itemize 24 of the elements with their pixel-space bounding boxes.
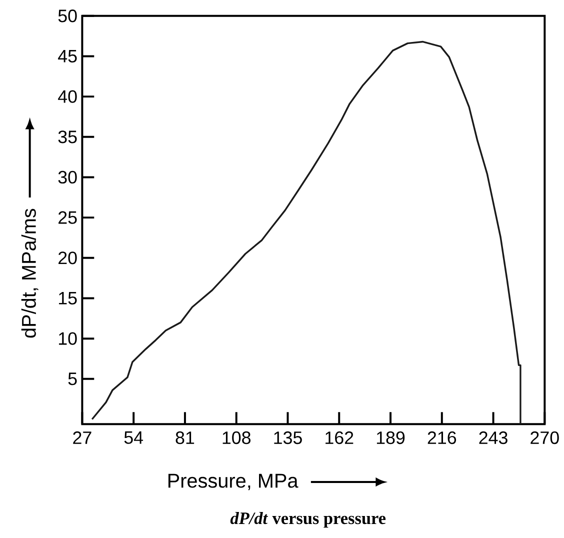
y-tick-label: 30 [58, 171, 77, 184]
y-tick-label: 5 [68, 372, 77, 386]
x-tick-label: 27 [73, 432, 92, 444]
line-series [91, 41, 522, 424]
x-tick-label: 81 [176, 432, 194, 444]
y-tick-label: 45 [58, 50, 77, 63]
y-tick-label: 25 [58, 211, 77, 224]
y-tick-label: 35 [58, 130, 77, 144]
x-tick-label: 135 [274, 432, 302, 444]
y-axis-title: dP/dt, MPa/ms [21, 209, 38, 338]
y-tick-label: 50 [58, 10, 77, 22]
x-axis-title: Pressure, MPa [168, 474, 298, 490]
x-tick-label: 162 [326, 432, 354, 444]
text: dP/dt versus pressure [230, 512, 386, 528]
x-tick-label: 189 [376, 432, 405, 444]
x-tick-label: 270 [530, 432, 559, 444]
y-tick-label: 40 [58, 90, 77, 104]
y-tick-label: 10 [58, 332, 77, 346]
x-tick-label: 54 [124, 432, 144, 444]
x-tick-label: 216 [428, 432, 456, 444]
y-tick-label: 20 [58, 252, 77, 264]
x-tick-label: 108 [222, 432, 250, 444]
x-tick-label: 243 [479, 432, 508, 444]
y-tick-label: 15 [58, 292, 77, 305]
